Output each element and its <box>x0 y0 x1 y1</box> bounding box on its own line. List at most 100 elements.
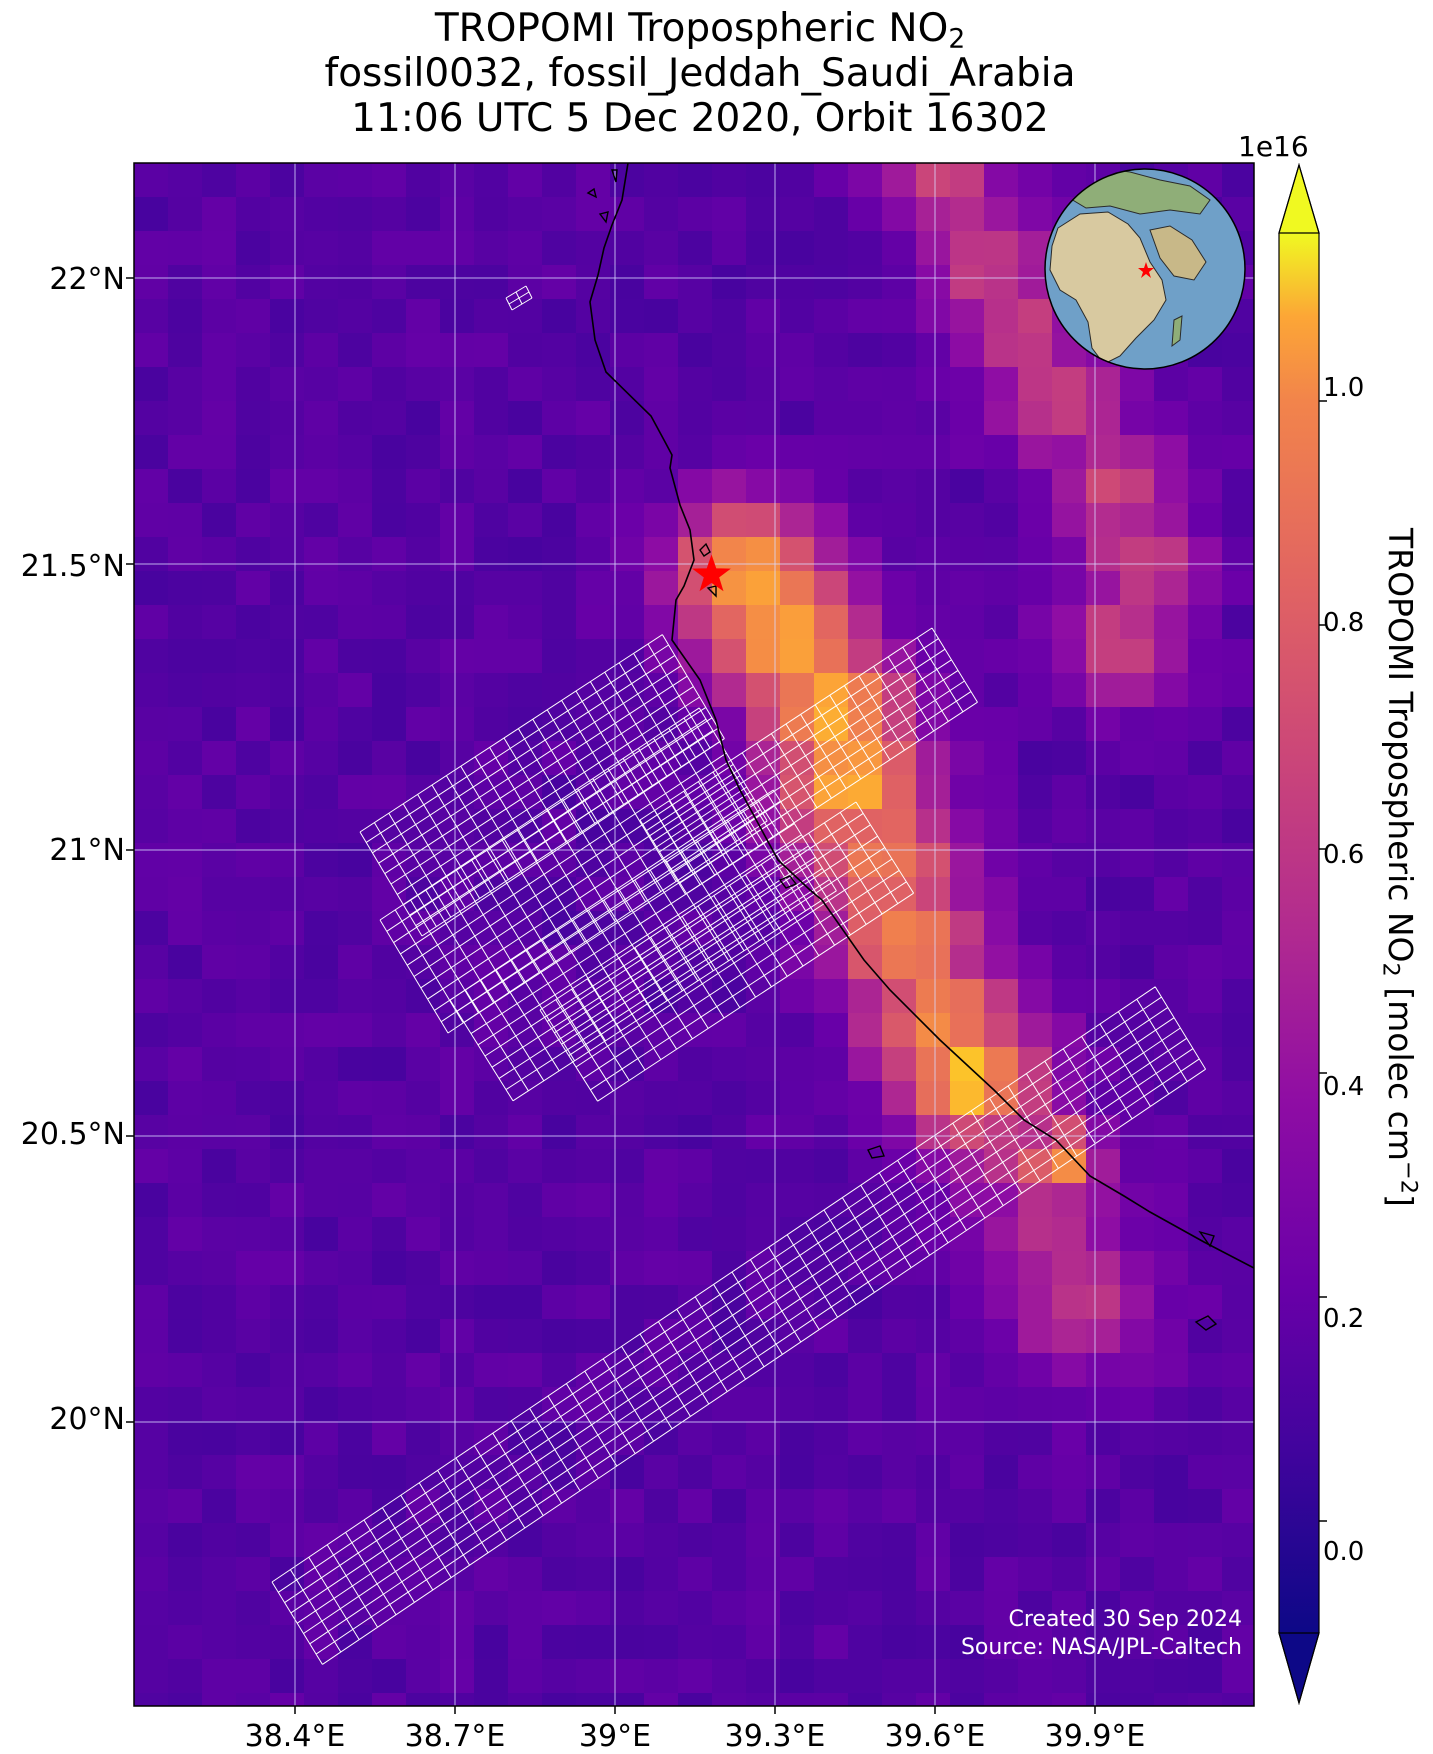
heatmap-cell <box>610 1353 645 1388</box>
heatmap-cell <box>236 1353 271 1388</box>
heatmap-cell <box>644 469 679 504</box>
heatmap-cell <box>1154 1625 1189 1660</box>
heatmap-cell <box>848 1013 883 1048</box>
heatmap-cell <box>542 435 577 470</box>
heatmap-cell <box>406 1387 441 1422</box>
heatmap-cell <box>304 911 339 946</box>
heatmap-cell <box>576 1217 611 1252</box>
heatmap-cell <box>134 809 169 844</box>
heatmap-cell <box>372 1421 407 1456</box>
heatmap-cell <box>780 1557 815 1592</box>
heatmap-cell <box>814 1387 849 1422</box>
heatmap-cell <box>1120 605 1155 640</box>
heatmap-cell <box>848 163 883 198</box>
heatmap-cell <box>270 571 305 606</box>
heatmap-cell <box>202 1659 237 1694</box>
heatmap-cell <box>678 1387 713 1422</box>
heatmap-cell <box>678 367 713 402</box>
heatmap-cell <box>950 1591 985 1626</box>
heatmap-cell <box>338 299 373 334</box>
heatmap-cell <box>542 503 577 538</box>
heatmap-cell <box>950 741 985 776</box>
heatmap-cell <box>1120 367 1155 402</box>
heatmap-cell <box>1154 639 1189 674</box>
heatmap-cell <box>542 741 577 776</box>
heatmap-cell <box>1222 1081 1254 1116</box>
heatmap-cell <box>576 1183 611 1218</box>
heatmap-cell <box>576 1489 611 1524</box>
heatmap-cell <box>1222 877 1254 912</box>
heatmap-cell <box>780 537 815 572</box>
heatmap-cell <box>712 1081 747 1116</box>
heatmap-cell <box>1188 1523 1223 1558</box>
heatmap-cell <box>1018 877 1053 912</box>
heatmap-cell <box>1222 1013 1254 1048</box>
heatmap-cell <box>542 1081 577 1116</box>
heatmap-cell <box>644 1625 679 1660</box>
heatmap-cell <box>406 1149 441 1184</box>
heatmap-cell <box>542 1387 577 1422</box>
heatmap-cell <box>1086 1183 1121 1218</box>
heatmap-cell <box>610 333 645 368</box>
heatmap-cell <box>984 503 1019 538</box>
heatmap-cell <box>1222 1353 1254 1388</box>
heatmap-cell <box>678 809 713 844</box>
heatmap-cell <box>984 1387 1019 1422</box>
heatmap-cell <box>270 401 305 436</box>
heatmap-cell <box>882 367 917 402</box>
heatmap-cell <box>202 333 237 368</box>
heatmap-cell <box>950 1693 985 1706</box>
heatmap-cell <box>1120 843 1155 878</box>
heatmap-cell <box>202 1523 237 1558</box>
heatmap-cell <box>916 1353 951 1388</box>
site-star-icon <box>692 554 731 592</box>
heatmap-cell <box>508 1183 543 1218</box>
heatmap-cell <box>168 1251 203 1286</box>
heatmap-cell <box>236 639 271 674</box>
heatmap-cell <box>440 265 475 300</box>
heatmap-cell <box>202 639 237 674</box>
map-gridlines <box>126 163 1254 1714</box>
heatmap-cell <box>406 299 441 334</box>
heatmap-cell <box>202 1455 237 1490</box>
lat-tick-label: 21.5°N <box>20 549 125 584</box>
heatmap-cell <box>236 469 271 504</box>
heatmap-cell <box>542 605 577 640</box>
heatmap-cell <box>372 333 407 368</box>
heatmap-cell <box>780 1183 815 1218</box>
heatmap-cell <box>440 333 475 368</box>
heatmap-cell <box>236 911 271 946</box>
heatmap-cell <box>1086 401 1121 436</box>
heatmap-cell <box>1188 911 1223 946</box>
heatmap-cell <box>576 1523 611 1558</box>
heatmap-cell <box>440 1115 475 1150</box>
colorbar-tick-label: 0.6 <box>1323 840 1365 870</box>
lon-tick-label: 38.7°E <box>404 1719 506 1754</box>
heatmap-cell <box>134 469 169 504</box>
heatmap-cell <box>304 1455 339 1490</box>
heatmap-cell <box>814 435 849 470</box>
heatmap-cell <box>1120 1115 1155 1150</box>
heatmap-cell <box>678 1421 713 1456</box>
heatmap-cell <box>508 1591 543 1626</box>
heatmap-cell <box>1222 1115 1254 1150</box>
heatmap-cell <box>202 299 237 334</box>
footprint-swath-d <box>539 801 915 1102</box>
heatmap-cell <box>1052 945 1087 980</box>
heatmap-cell <box>542 1285 577 1320</box>
heatmap-cell <box>304 333 339 368</box>
heatmap-cell <box>1018 367 1053 402</box>
heatmap-cell <box>270 299 305 334</box>
heatmap-cell <box>814 197 849 232</box>
heatmap-cell <box>882 503 917 538</box>
heatmap-cell <box>814 367 849 402</box>
heatmap-cell <box>236 571 271 606</box>
heatmap-cell <box>270 435 305 470</box>
heatmap-cell <box>168 1421 203 1456</box>
heatmap-cell <box>474 1319 509 1354</box>
heatmap-cell <box>1188 1455 1223 1490</box>
heatmap-cell <box>1222 741 1254 776</box>
heatmap-cell <box>1018 1523 1053 1558</box>
heatmap-cell <box>780 299 815 334</box>
heatmap-cell <box>1086 1523 1121 1558</box>
